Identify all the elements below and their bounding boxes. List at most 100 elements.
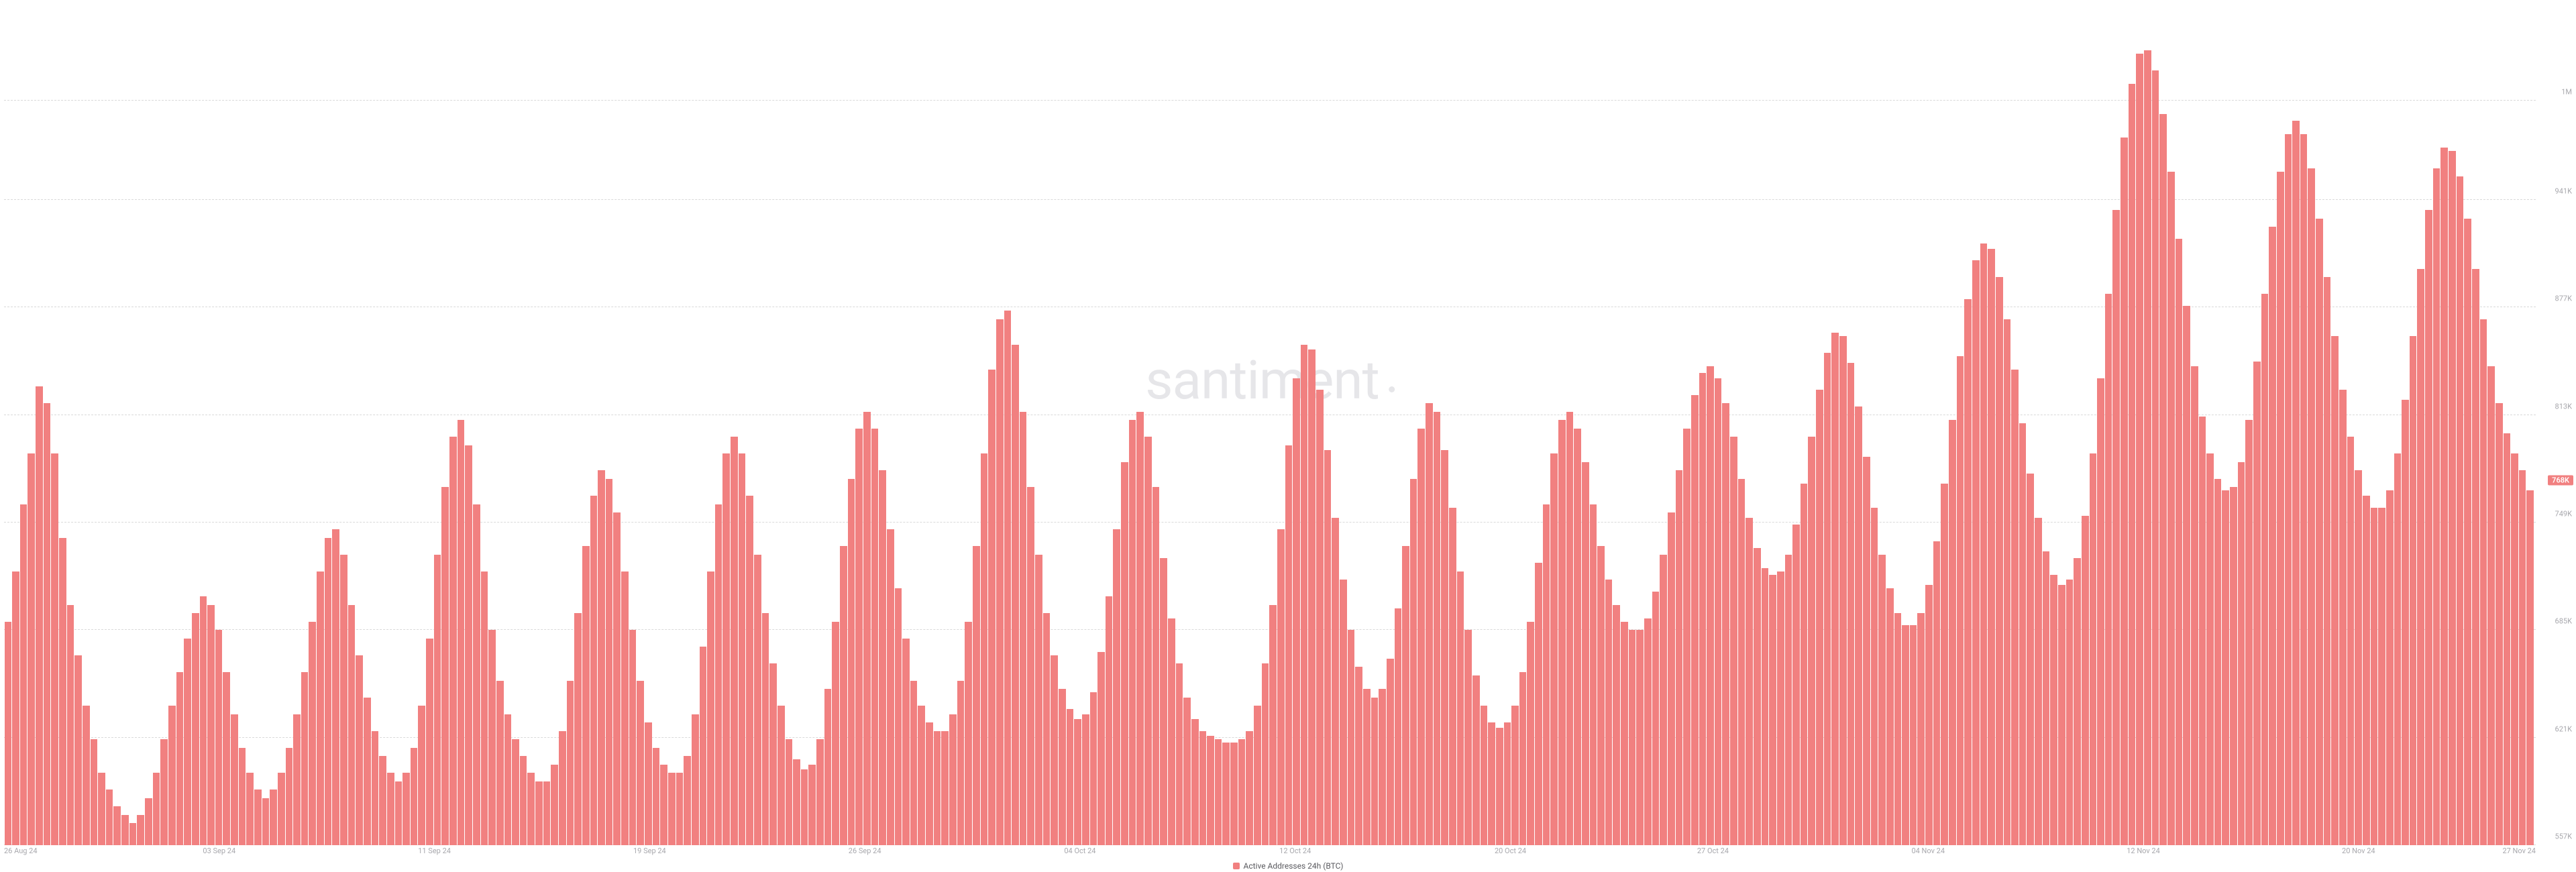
bar <box>941 731 949 845</box>
bar <box>67 605 74 845</box>
bar <box>1277 529 1285 845</box>
bar <box>1144 437 1152 845</box>
bar <box>855 429 863 845</box>
bar <box>1472 675 1480 845</box>
bar <box>754 555 761 845</box>
bar <box>1691 395 1699 845</box>
bar <box>2394 453 2402 845</box>
bar <box>1839 336 1847 845</box>
bar <box>1855 406 1862 845</box>
bar <box>2136 54 2143 845</box>
bar <box>473 504 480 846</box>
bar <box>496 681 504 845</box>
x-tick-label: 04 Oct 24 <box>1064 847 1095 855</box>
bar <box>2371 508 2378 845</box>
bar <box>1168 618 1175 845</box>
bar <box>1597 546 1605 845</box>
bar <box>200 596 207 845</box>
bar <box>301 672 309 845</box>
y-tick-label: 941K <box>2555 187 2572 196</box>
bar <box>895 588 902 845</box>
bar <box>2425 210 2432 845</box>
bar <box>801 769 808 845</box>
x-tick-label: 26 Sep 24 <box>849 847 881 855</box>
bar <box>520 756 527 845</box>
bar <box>1043 613 1051 845</box>
bar <box>1395 608 1402 845</box>
bar <box>20 504 28 846</box>
bar <box>739 453 746 845</box>
bar <box>184 639 191 845</box>
bar <box>1590 504 1597 846</box>
bar <box>106 789 113 845</box>
bar <box>1644 618 1652 845</box>
bar <box>1004 311 1012 845</box>
bar <box>1402 546 1409 845</box>
bar <box>1293 378 1300 845</box>
bar <box>1652 592 1660 845</box>
bar <box>2269 227 2276 845</box>
bar <box>1902 625 1909 845</box>
bar <box>2457 176 2464 845</box>
bar <box>1746 518 1753 845</box>
bar <box>2004 319 2011 845</box>
bar <box>793 759 800 845</box>
bar <box>2300 134 2308 845</box>
chart-container: santiment 557K621K685K749K813K877K941K1M… <box>0 0 2576 872</box>
bar <box>1676 470 1683 845</box>
bar <box>1285 445 1293 845</box>
bar <box>1067 709 1074 845</box>
bar <box>1621 622 1628 845</box>
bar <box>2417 269 2424 845</box>
bar <box>2472 269 2479 845</box>
y-tick-label: 685K <box>2555 617 2572 626</box>
bar <box>1269 605 1277 845</box>
bar <box>996 319 1004 845</box>
bar <box>2035 518 2042 845</box>
bar <box>808 765 816 845</box>
bar <box>1496 728 1503 845</box>
bar <box>309 622 316 845</box>
bar <box>1183 698 1191 845</box>
bar <box>1941 484 1948 845</box>
bar <box>2347 437 2355 845</box>
bar <box>949 714 957 845</box>
bar <box>1511 706 1519 845</box>
bar <box>325 538 332 845</box>
bar <box>684 756 691 845</box>
bar <box>387 773 394 845</box>
bar <box>121 815 129 845</box>
bar <box>1636 630 1644 845</box>
bar <box>2308 168 2315 846</box>
bar <box>1792 525 1800 845</box>
bar <box>1988 249 1995 845</box>
bar <box>848 479 855 845</box>
legend-label: Active Addresses 24h (BTC) <box>1244 861 1344 871</box>
bar <box>2191 366 2198 845</box>
bar <box>1996 277 2003 845</box>
bar <box>2526 490 2534 845</box>
bar <box>2027 474 2034 845</box>
x-tick-label: 12 Oct 24 <box>1279 847 1311 855</box>
bar <box>1082 714 1089 845</box>
bar <box>113 806 121 845</box>
bar <box>2253 362 2261 845</box>
bar <box>145 798 152 845</box>
bar <box>270 789 277 845</box>
y-tick-label: 621K <box>2555 724 2572 733</box>
bar-series <box>4 0 2536 845</box>
bar <box>1215 739 1222 845</box>
bar <box>2324 277 2331 845</box>
bar <box>74 655 82 845</box>
plot-area: santiment <box>4 0 2536 845</box>
bar <box>1387 659 1394 845</box>
bar <box>1246 731 1253 845</box>
legend: Active Addresses 24h (BTC) <box>0 861 2576 871</box>
bar <box>1722 403 1729 845</box>
bar <box>2121 138 2128 845</box>
bar <box>722 453 730 845</box>
bar <box>840 546 847 845</box>
bar <box>1886 588 1894 845</box>
bar <box>1340 580 1347 845</box>
bar <box>871 429 879 845</box>
